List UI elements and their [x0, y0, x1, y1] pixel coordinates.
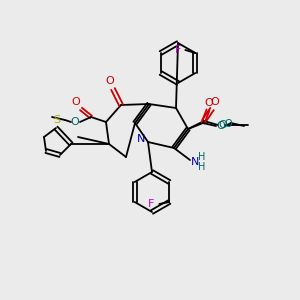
- Text: S: S: [53, 115, 61, 125]
- Text: O: O: [106, 76, 114, 86]
- Text: N: N: [191, 157, 199, 167]
- Text: H: H: [198, 162, 206, 172]
- Text: O: O: [70, 117, 80, 127]
- Text: O: O: [205, 98, 213, 108]
- Text: N: N: [137, 134, 145, 144]
- Text: O: O: [224, 119, 232, 129]
- Text: O: O: [219, 120, 227, 130]
- Text: F: F: [175, 45, 182, 55]
- Text: O: O: [211, 97, 219, 107]
- Text: O: O: [72, 97, 80, 107]
- Text: O: O: [217, 121, 225, 131]
- Text: H: H: [198, 152, 206, 162]
- Text: F: F: [148, 199, 154, 209]
